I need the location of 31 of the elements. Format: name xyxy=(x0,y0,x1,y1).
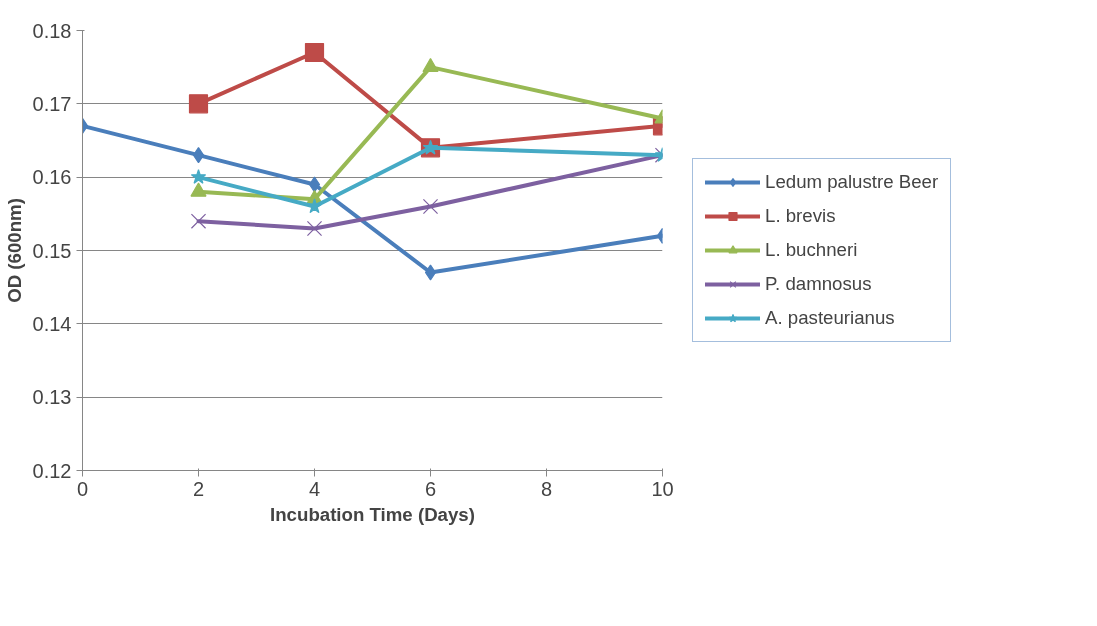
y-tick-label: 0.16 xyxy=(32,166,72,189)
y-tick-label: 0.15 xyxy=(32,239,72,262)
x-tick-label: 10 xyxy=(651,477,674,500)
x-tick-label: 4 xyxy=(308,477,321,500)
y-tick-label: 0.18 xyxy=(32,19,72,42)
legend-label: P. damnosus xyxy=(765,273,872,295)
legend-label: L. brevis xyxy=(765,205,836,227)
legend-label: L. buchneri xyxy=(765,239,858,261)
point xyxy=(304,42,325,63)
point xyxy=(190,169,207,184)
point xyxy=(424,264,437,281)
point xyxy=(190,213,207,229)
y-tick-label: 0.12 xyxy=(32,459,72,482)
x-tick-label: 8 xyxy=(540,477,553,500)
x-axis-title: Incubation Time (Days) xyxy=(270,503,475,525)
point xyxy=(190,182,207,197)
point xyxy=(192,147,205,164)
point xyxy=(422,57,439,73)
point xyxy=(422,198,439,215)
point xyxy=(308,176,321,193)
y-tick-label: 0.13 xyxy=(32,386,72,409)
point xyxy=(188,94,209,114)
y-axis-title: OD (600nm) xyxy=(3,198,25,303)
x-tick-label: 6 xyxy=(424,477,437,500)
x-tick-label: 2 xyxy=(192,477,205,500)
legend-label: A. pasteurianus xyxy=(765,307,895,329)
y-tick-label: 0.14 xyxy=(32,312,72,335)
x-tick-label: 0 xyxy=(76,477,89,500)
point xyxy=(306,220,323,237)
y-tick-label: 0.17 xyxy=(32,92,72,115)
legend-label: Ledum palustre Beer xyxy=(765,171,939,193)
